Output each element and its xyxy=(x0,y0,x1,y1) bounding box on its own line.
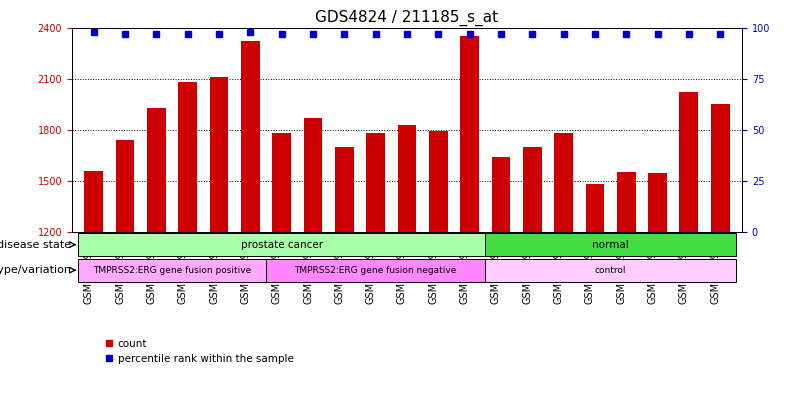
FancyBboxPatch shape xyxy=(485,233,736,256)
Bar xyxy=(617,172,636,232)
Bar xyxy=(554,133,573,232)
Legend: count, percentile rank within the sample: count, percentile rank within the sample xyxy=(101,334,298,368)
Bar xyxy=(272,133,291,232)
Bar xyxy=(335,147,354,232)
Bar xyxy=(679,92,698,232)
Bar xyxy=(586,184,604,232)
Bar xyxy=(210,77,228,232)
FancyBboxPatch shape xyxy=(485,259,736,282)
Text: TMPRSS2:ERG gene fusion negative: TMPRSS2:ERG gene fusion negative xyxy=(294,266,456,275)
Bar xyxy=(241,41,260,232)
FancyBboxPatch shape xyxy=(78,259,266,282)
Bar xyxy=(85,171,103,232)
Bar xyxy=(116,140,135,232)
Text: genotype/variation: genotype/variation xyxy=(0,265,71,275)
Text: TMPRSS2:ERG gene fusion positive: TMPRSS2:ERG gene fusion positive xyxy=(93,266,251,275)
Bar xyxy=(711,104,729,232)
Text: control: control xyxy=(595,266,626,275)
FancyBboxPatch shape xyxy=(78,233,485,256)
Bar xyxy=(147,108,166,232)
Bar xyxy=(648,173,667,232)
Bar xyxy=(429,131,448,232)
Bar xyxy=(460,36,479,232)
Title: GDS4824 / 211185_s_at: GDS4824 / 211185_s_at xyxy=(315,10,499,26)
Bar xyxy=(523,147,542,232)
FancyBboxPatch shape xyxy=(266,259,485,282)
Text: normal: normal xyxy=(592,240,629,250)
Bar xyxy=(303,118,322,232)
Bar xyxy=(397,125,417,232)
Bar xyxy=(178,82,197,232)
Bar xyxy=(492,157,511,232)
Bar xyxy=(366,133,385,232)
Text: disease state: disease state xyxy=(0,240,71,250)
Text: prostate cancer: prostate cancer xyxy=(241,240,322,250)
